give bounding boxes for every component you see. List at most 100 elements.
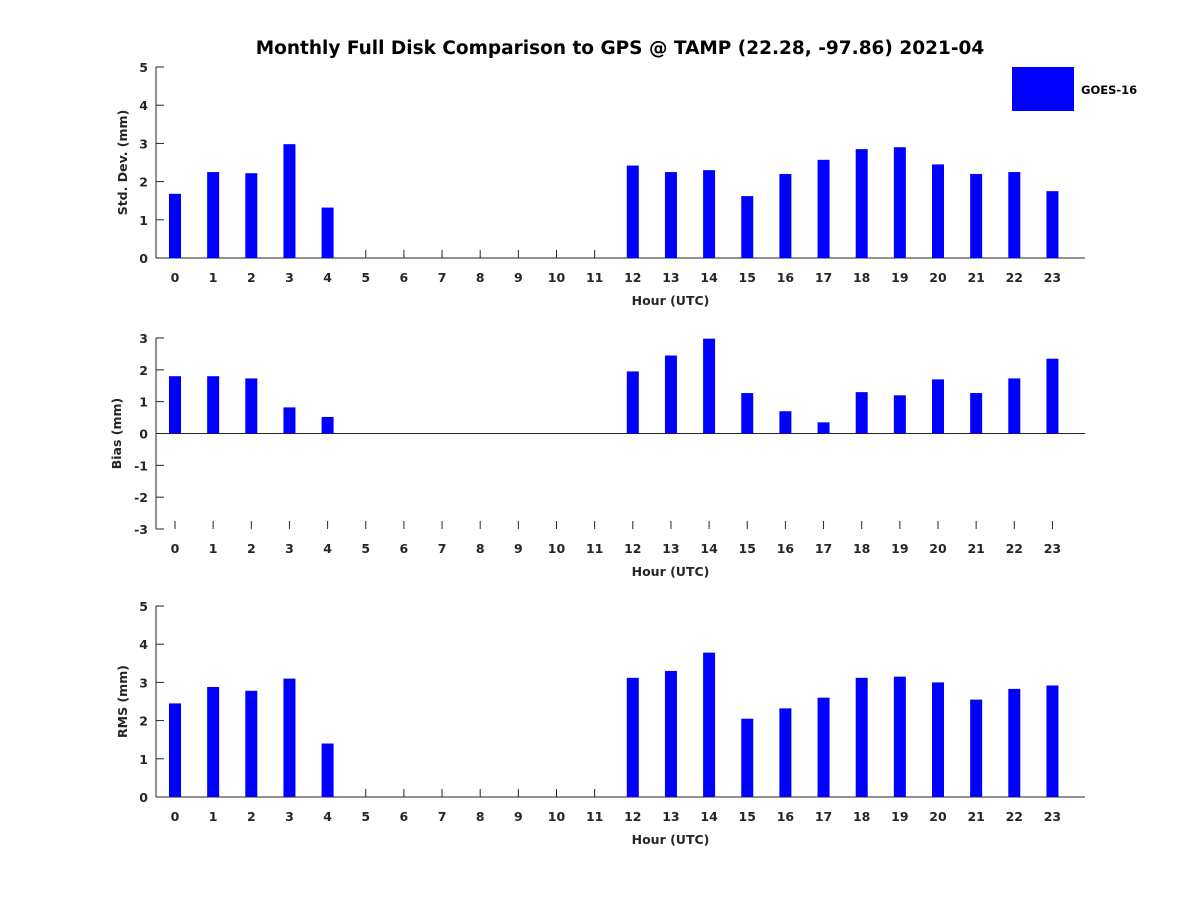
bias-x-tick-label: 13 (662, 541, 679, 556)
std-x-tick-label: 19 (891, 270, 908, 285)
std-bar-hour-14 (703, 170, 716, 258)
rms-y-tick-label: 3 (139, 675, 148, 690)
rms-bar-hour-1 (207, 686, 220, 797)
rms-x-tick-label: 23 (1044, 809, 1061, 824)
bias-x-tick-label: 16 (777, 541, 795, 556)
std-x-tick-label: 1 (209, 270, 218, 285)
rms-y-tick-label: 1 (139, 752, 148, 767)
std-bar-hour-3 (283, 144, 296, 258)
std-x-tick-label: 8 (476, 270, 485, 285)
bias-x-tick-label: 2 (247, 541, 256, 556)
bias-bar-hour-17 (817, 422, 830, 434)
rms-x-tick-label: 18 (853, 809, 870, 824)
rms-x-tick-label: 8 (476, 809, 485, 824)
std-x-axis-label: Hour (UTC) (632, 293, 710, 308)
bias-y-tick-label: 2 (139, 363, 148, 378)
rms-x-tick-label: 3 (285, 809, 294, 824)
bias-x-tick-label: 20 (929, 541, 947, 556)
bias-x-tick-label: 6 (400, 541, 409, 556)
rms-bar-hour-20 (932, 682, 944, 797)
std-bar-hour-16 (779, 173, 792, 258)
std-x-tick-label: 15 (739, 270, 756, 285)
chart-legend: GOES-16 (1012, 67, 1137, 111)
rms-x-tick-label: 19 (891, 809, 908, 824)
rms-x-tick-label: 13 (662, 809, 679, 824)
rms-x-tick-label: 2 (247, 809, 256, 824)
std-x-tick-label: 5 (361, 270, 370, 285)
rms-bar-hour-22 (1008, 688, 1021, 797)
bias-y-tick-label: 3 (139, 331, 148, 346)
bias-bar-hour-12 (626, 371, 639, 434)
bias-y-tick-label: -2 (134, 490, 148, 505)
bias-x-tick-label: 0 (171, 541, 180, 556)
bias-bar-hour-18 (855, 392, 868, 434)
bias-x-tick-label: 23 (1044, 541, 1061, 556)
std-x-tick-label: 12 (624, 270, 641, 285)
bias-bar-hour-13 (664, 355, 677, 434)
bias-x-tick-label: 9 (514, 541, 523, 556)
rms-x-tick-label: 16 (777, 809, 795, 824)
std-bar-hour-13 (664, 172, 677, 258)
bias-x-tick-label: 10 (548, 541, 566, 556)
bias-bar-hour-15 (741, 393, 754, 434)
bias-x-tick-label: 3 (285, 541, 294, 556)
bias-bar-hour-4 (321, 416, 334, 434)
std-x-tick-label: 6 (400, 270, 409, 285)
bias-y-axis-label: Bias (mm) (109, 398, 124, 470)
bias-x-tick-label: 17 (815, 541, 832, 556)
std-bar-hour-2 (245, 173, 258, 258)
std-bar-hour-22 (1008, 172, 1021, 258)
std-x-tick-label: 23 (1044, 270, 1061, 285)
std-x-tick-label: 17 (815, 270, 832, 285)
rms-y-tick-label: 5 (139, 599, 148, 614)
bias-x-tick-label: 7 (438, 541, 447, 556)
std-y-tick-label: 0 (139, 251, 148, 266)
rms-bar-hour-13 (664, 670, 677, 797)
bias-x-tick-label: 1 (209, 541, 218, 556)
std-x-tick-label: 21 (967, 270, 984, 285)
rms-bar-hour-0 (169, 703, 181, 797)
std-x-tick-label: 7 (438, 270, 447, 285)
std-x-tick-label: 14 (700, 270, 718, 285)
rms-x-tick-label: 17 (815, 809, 832, 824)
std-bar-hour-0 (169, 193, 181, 258)
rms-bar-hour-12 (626, 677, 639, 797)
std-y-tick-label: 2 (139, 175, 148, 190)
rms-x-tick-label: 5 (361, 809, 370, 824)
bias-y-tick-label: 0 (139, 427, 148, 442)
bias-y-tick-label: 1 (139, 395, 148, 410)
rms-x-tick-label: 14 (700, 809, 718, 824)
bias-y-tick-label: -1 (134, 458, 148, 473)
std-bar-hour-21 (970, 173, 983, 258)
rms-x-tick-label: 9 (514, 809, 523, 824)
std-bar-hour-15 (741, 196, 754, 258)
legend-swatch-goes-16 (1012, 67, 1074, 111)
std-bar-hour-18 (855, 149, 868, 258)
std-x-tick-label: 16 (777, 270, 795, 285)
rms-x-tick-label: 0 (171, 809, 180, 824)
std-x-tick-label: 10 (548, 270, 566, 285)
bias-bar-hour-14 (703, 338, 716, 434)
rms-bar-hour-4 (321, 743, 334, 797)
bias-bar-hour-1 (207, 376, 220, 434)
rms-x-axis-label: Hour (UTC) (632, 832, 710, 847)
rms-bar-hour-15 (741, 718, 754, 797)
std-x-tick-label: 11 (586, 270, 603, 285)
rms-y-tick-label: 2 (139, 714, 148, 729)
std-x-tick-label: 0 (171, 270, 180, 285)
rms-bar-hour-14 (703, 652, 716, 797)
bias-x-tick-label: 15 (739, 541, 756, 556)
std-bar-hour-4 (321, 207, 334, 258)
rms-y-tick-label: 4 (139, 637, 148, 652)
bias-x-tick-label: 14 (700, 541, 718, 556)
rms-bar-hour-23 (1046, 685, 1059, 797)
rms-bar-hour-17 (817, 697, 830, 797)
std-y-tick-label: 3 (139, 136, 148, 151)
bias-x-tick-label: 18 (853, 541, 870, 556)
bias-y-tick-label: -3 (134, 522, 148, 537)
